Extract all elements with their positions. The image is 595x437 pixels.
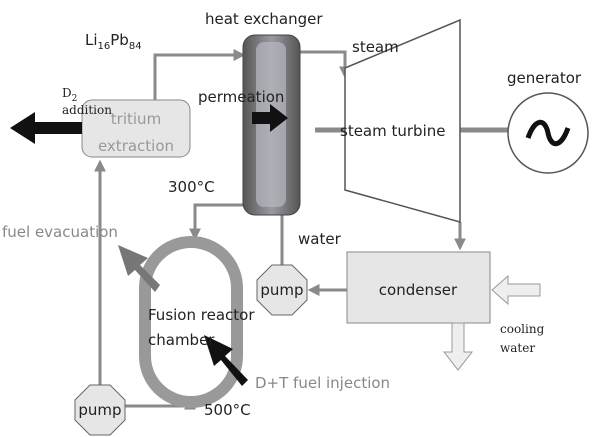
label: D2	[62, 86, 77, 104]
label: 300°C	[168, 178, 215, 196]
label: water	[298, 230, 342, 248]
label: pump	[260, 281, 303, 299]
label: permeation	[198, 88, 284, 106]
label: pump	[78, 401, 121, 419]
label: heat exchanger	[205, 10, 323, 28]
label: addition	[62, 103, 112, 117]
label: 500°C	[204, 401, 251, 419]
injection-arrow	[204, 335, 248, 386]
label: chamber	[148, 331, 215, 349]
permeation-arrow	[252, 104, 288, 132]
label: D+T fuel injection	[255, 374, 390, 392]
reactor-chamber	[139, 236, 243, 408]
label: generator	[507, 69, 582, 87]
label: tritium	[111, 110, 161, 128]
label: Fusion reactor	[148, 306, 255, 324]
label: water	[500, 341, 535, 355]
cooling-water-arrow	[491, 274, 541, 306]
extraction-arrow	[10, 112, 82, 144]
condenser	[346, 251, 491, 324]
label: steam	[352, 38, 399, 56]
label: fuel evacuation	[2, 223, 118, 241]
steam-turbine	[344, 18, 461, 223]
pump	[256, 264, 308, 316]
outlet-arrow	[442, 322, 474, 371]
label: cooling	[500, 322, 545, 336]
generator-symbol	[525, 119, 571, 147]
label: Li16Pb84	[85, 31, 142, 52]
label: condenser	[379, 281, 458, 299]
pump	[74, 384, 126, 436]
label: steam turbine	[340, 122, 445, 140]
evacuation-arrow	[118, 245, 160, 292]
label: extraction	[98, 137, 174, 155]
